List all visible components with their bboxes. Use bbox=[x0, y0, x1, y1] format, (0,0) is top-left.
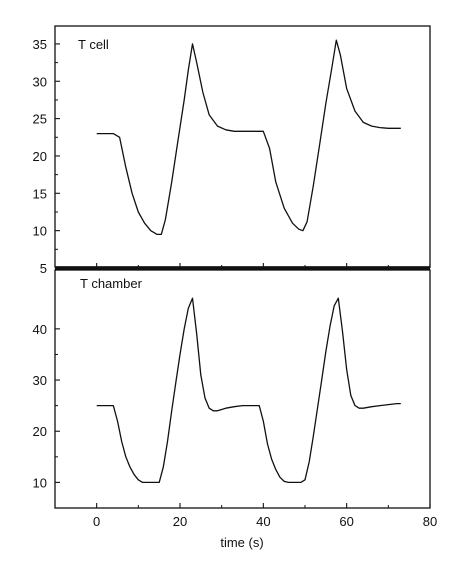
bottom-series-line bbox=[96, 297, 401, 484]
top-y-tick-label: 25 bbox=[33, 112, 47, 127]
top-panel-frame bbox=[54, 25, 431, 268]
bottom-y-tick-label: 20 bbox=[33, 424, 47, 439]
x-tick-label: 80 bbox=[423, 514, 437, 529]
top-panel-label: T cell bbox=[78, 37, 109, 52]
bottom-y-tick-label: 10 bbox=[33, 475, 47, 490]
top-y-tick-label: 10 bbox=[33, 224, 47, 239]
x-tick-label: 60 bbox=[339, 514, 353, 529]
top-panel: 5 10 15 20 25 30 35 bbox=[33, 37, 431, 276]
top-y-tick-label: 5 bbox=[40, 261, 47, 276]
bottom-y-tick-label: 40 bbox=[33, 322, 47, 337]
bottom-panel: 10 20 30 40 0 20 40 60 80 bbox=[33, 297, 437, 529]
x-tick-label: 20 bbox=[173, 514, 187, 529]
x-axis-label: time (s) bbox=[220, 535, 263, 550]
top-y-tick-label: 20 bbox=[33, 149, 47, 164]
bottom-panel-frame bbox=[54, 269, 431, 509]
bottom-y-tick-label: 30 bbox=[33, 373, 47, 388]
top-series-line bbox=[96, 39, 401, 236]
top-y-tick-label: 35 bbox=[33, 37, 47, 52]
bottom-panel-label: T chamber bbox=[80, 276, 143, 291]
x-tick-label: 0 bbox=[93, 514, 100, 529]
x-tick-label: 40 bbox=[256, 514, 270, 529]
top-y-tick-label: 15 bbox=[33, 186, 47, 201]
top-y-tick-label: 30 bbox=[33, 74, 47, 89]
